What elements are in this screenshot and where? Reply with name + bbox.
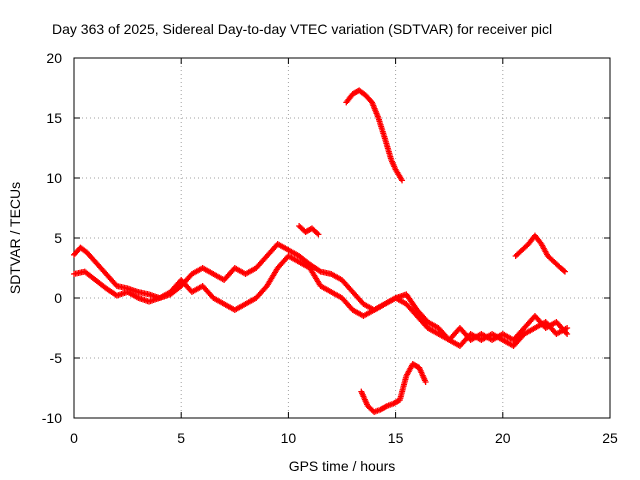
series-track-a [71, 241, 571, 343]
data-point [399, 177, 406, 184]
data-point [382, 403, 389, 410]
y-axis-label: SDTVAR / TECUs [7, 182, 23, 294]
chart-title: Day 363 of 2025, Sidereal Day-to-day VTE… [52, 21, 552, 37]
series-segment-upper [343, 87, 406, 184]
data-point [560, 267, 567, 274]
x-tick-label: 15 [388, 430, 404, 446]
series-segment-lower [358, 361, 429, 415]
x-tick-label: 25 [602, 430, 618, 446]
data-point [561, 268, 568, 275]
data-point [422, 379, 429, 385]
data-points [71, 87, 571, 415]
data-point [314, 230, 321, 237]
y-tick-label: 20 [46, 50, 62, 66]
data-point [316, 267, 323, 274]
y-tick-label: 15 [46, 110, 62, 126]
x-tick-label: 0 [70, 430, 78, 446]
y-tick-label: 5 [54, 230, 62, 246]
series-segment-right [512, 232, 568, 275]
data-point [564, 331, 571, 337]
x-tick-label: 10 [281, 430, 297, 446]
y-tick-label: -10 [42, 410, 62, 426]
data-point [315, 231, 322, 238]
series-segment-mid [296, 223, 322, 238]
y-tick-label: 0 [54, 290, 62, 306]
y-tick-label: -5 [50, 350, 63, 366]
x-axis-label: GPS time / hours [289, 458, 396, 474]
series-track-b [71, 253, 571, 349]
axis-ticks: 0 5 10 15 20 25 -10 -5 0 5 10 15 20 [42, 50, 618, 446]
x-tick-label: 20 [495, 430, 511, 446]
data-point [564, 325, 571, 331]
grid-lines [74, 58, 610, 418]
x-tick-label: 5 [177, 430, 185, 446]
y-tick-label: 10 [46, 170, 62, 186]
